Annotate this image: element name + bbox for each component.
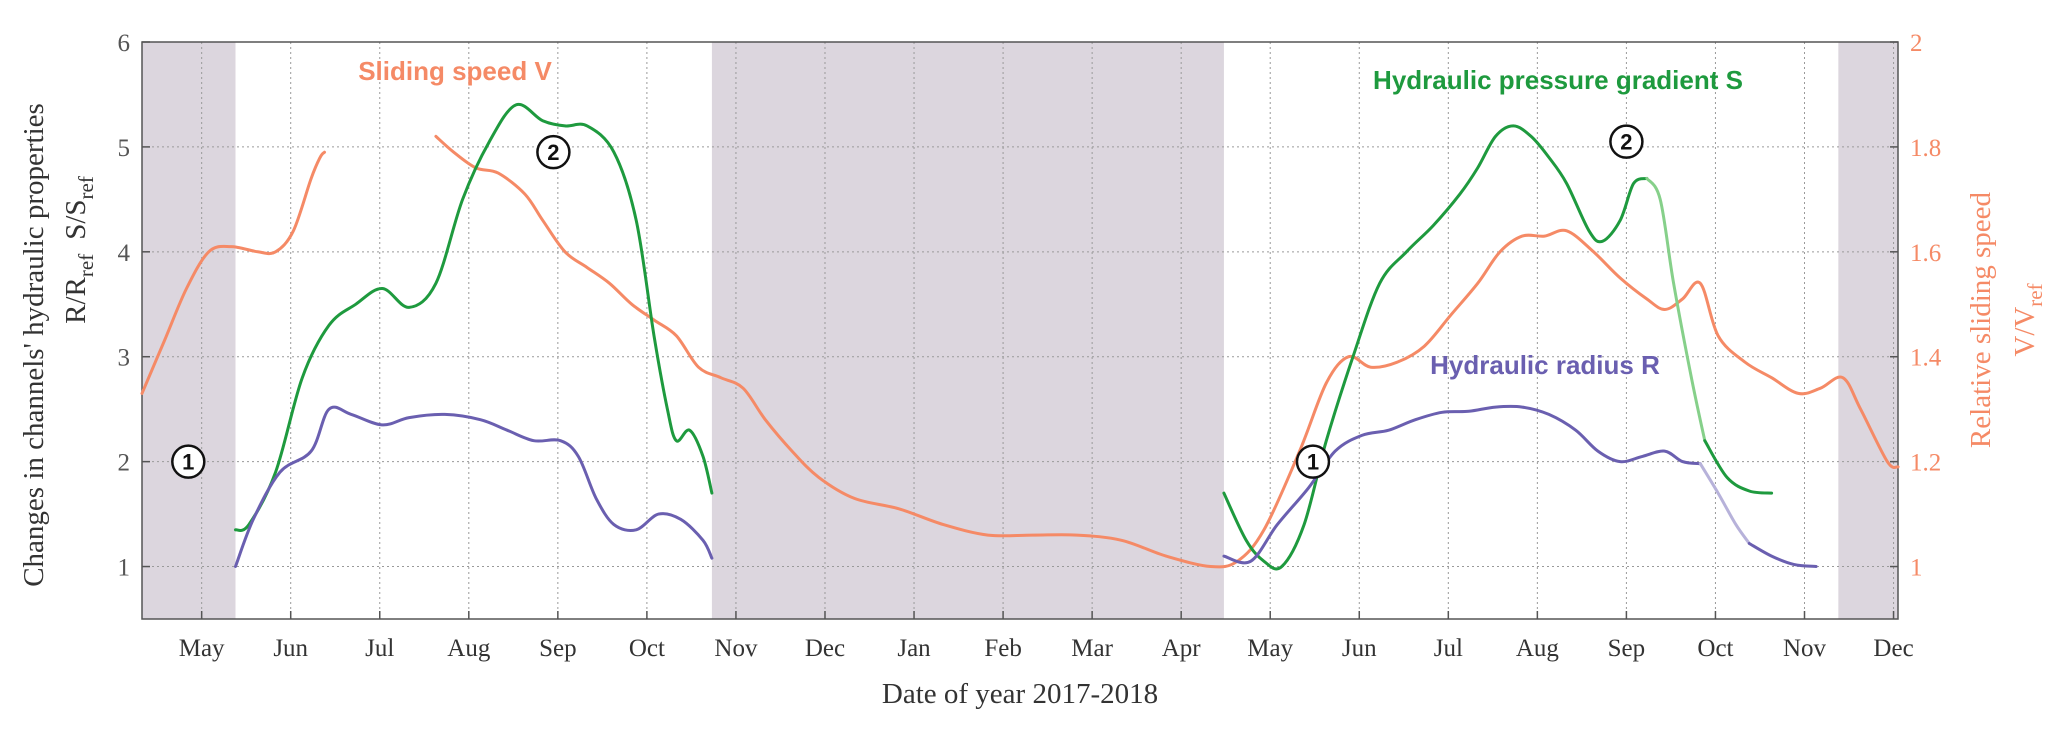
right-axis-ticks: 1 1.2 1.4 1.6 1.8 2 [1890,30,1942,582]
x-tick-label-7: Dec [805,635,845,662]
event-marker-circle-3 [1609,124,1644,159]
event-marker-circle-0 [171,444,206,479]
event-marker-label-0: 1 [182,450,194,475]
series-line-hydraulic-radius-1 [1222,404,1702,565]
left-axis-ticks: 1 2 3 4 5 6 [118,30,150,582]
left-tick-label-5: 6 [118,30,131,57]
x-tick-label-6: Nov [714,635,758,662]
x-tick-label-17: Oct [1697,635,1733,662]
event-marker-circle-1 [536,134,571,170]
left-tick-label-0: 1 [118,555,131,582]
left-tick-label-2: 3 [118,345,131,372]
x-tick-label-16: Sep [1608,635,1646,662]
left-tick-label-3: 4 [118,240,131,267]
left-axis-sublabel: R/RrefS/Sref [60,176,98,324]
series-line-pressure-gradient-2 [1645,176,1707,443]
x-tick-label-15: Aug [1516,635,1560,662]
x-tick-label-1: Jun [273,635,308,662]
event-marker-circle-2 [1295,444,1331,479]
event-marker-label-3: 2 [1620,130,1632,155]
series-label-pressure-gradient: Hydraulic pressure gradient S [1373,65,1743,95]
left-axis-label: Changes in channels' hydraulic propertie… [18,103,50,587]
x-tick-label-5: Oct [629,635,665,662]
event-marker-label-2: 1 [1307,450,1319,475]
plot-frame [141,41,1899,620]
series-line-hydraulic-radius-0 [234,405,714,568]
series-line-hydraulic-radius-3 [1747,542,1818,568]
x-tick-label-11: Apr [1162,635,1202,662]
left-tick-label-1: 2 [118,450,131,477]
right-axis-sublabel: V/Vref [2009,283,2047,356]
x-tick-label-4: Sep [539,635,577,662]
shaded-period-0 [142,42,236,619]
x-tick-label-10: Mar [1071,635,1113,662]
series-label-sliding-speed: Sliding speed V [358,56,552,86]
x-tick-label-0: May [179,635,225,662]
right-tick-label-4: 1.8 [1910,135,1941,162]
series-line-sliding-speed-0 [140,150,326,395]
x-axis-label: Date of year 2017-2018 [882,678,1158,710]
shaded-period-1 [711,42,1224,619]
series-line-pressure-gradient-1 [1222,124,1649,571]
right-tick-label-3: 1.6 [1910,240,1941,267]
shaded-periods [142,42,1898,619]
event-marker-label-1: 2 [547,140,559,165]
series-line-hydraulic-radius-2 [1698,462,1751,545]
x-tick-label-14: Jul [1434,635,1463,662]
right-tick-label-1: 1.2 [1910,450,1941,477]
x-tick-label-13: Jun [1342,635,1377,662]
right-tick-label-2: 1.4 [1910,345,1942,372]
series-line-pressure-gradient-3 [1703,439,1774,495]
shaded-period-2 [1838,42,1898,619]
x-axis-ticks: May Jun Jul Aug Sep Oct Nov Dec Jan Feb Mar Apr May J… [179,611,1914,662]
x-tick-label-9: Feb [984,635,1022,662]
series-line-pressure-gradient-0 [234,102,714,532]
right-axis-label: Relative sliding speed [1965,191,1997,448]
x-tick-label-3: Aug [447,635,491,662]
x-tick-label-12: May [1247,635,1293,662]
left-tick-label-4: 5 [118,135,131,162]
x-tick-label-19: Dec [1873,635,1913,662]
x-tick-label-8: Jan [897,635,931,662]
x-tick-label-2: Jul [365,635,394,662]
event-markers: 1 2 1 2 [171,124,1644,479]
series-line-sliding-speed-1 [434,134,1900,569]
right-tick-label-0: 1 [1910,555,1923,582]
x-tick-label-18: Nov [1783,635,1827,662]
series-lines [140,102,1900,571]
series-label-hydraulic-radius: Hydraulic radius R [1430,350,1660,380]
right-tick-label-5: 2 [1910,30,1923,57]
